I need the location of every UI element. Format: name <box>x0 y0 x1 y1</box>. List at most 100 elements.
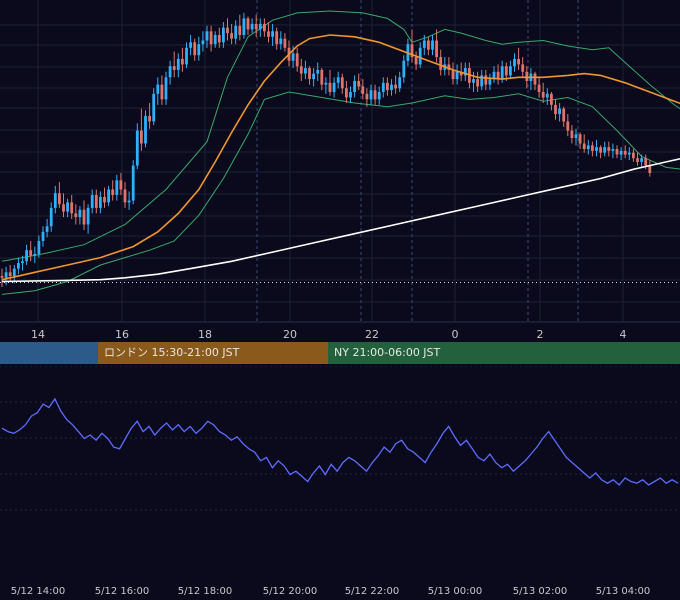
candlestick-series <box>0 12 652 288</box>
candle <box>111 180 115 201</box>
candle <box>439 49 443 76</box>
candle <box>455 64 459 85</box>
candle <box>381 77 385 98</box>
candle <box>242 12 246 39</box>
candle <box>279 31 283 50</box>
oscillator-x-tick-label: 5/13 02:00 <box>513 586 567 597</box>
candle <box>545 88 549 105</box>
candle <box>213 31 217 48</box>
candle <box>144 110 147 148</box>
candle <box>365 88 369 107</box>
candle <box>131 160 135 205</box>
candle <box>295 47 299 72</box>
candle <box>189 34 192 56</box>
candle <box>541 82 545 104</box>
candle <box>160 75 164 105</box>
candle <box>427 36 430 56</box>
candle <box>369 84 373 105</box>
candle <box>517 47 520 70</box>
candle <box>537 77 541 98</box>
candle <box>586 139 590 155</box>
candle <box>107 185 110 207</box>
oscillator-x-tick-label: 5/13 00:00 <box>428 586 482 597</box>
candle <box>82 200 86 230</box>
candle <box>86 204 90 234</box>
candle <box>632 149 635 162</box>
candle <box>205 25 209 48</box>
candle <box>135 123 139 170</box>
candle <box>156 77 160 105</box>
oscillator-line <box>1 397 679 486</box>
candle <box>484 69 488 91</box>
ma-fast-line <box>1 34 680 281</box>
oscillator-x-tick-label: 5/12 18:00 <box>178 586 232 597</box>
candle <box>595 139 598 157</box>
candle <box>332 77 336 98</box>
candle <box>4 266 8 286</box>
candle <box>66 198 69 218</box>
candle <box>99 191 102 214</box>
oscillator-x-axis: 5/12 14:00 5/12 16:00 5/12 18:00 5/12 20:00… <box>11 586 650 597</box>
candle <box>578 132 582 150</box>
candle <box>320 68 324 91</box>
candle <box>509 60 512 80</box>
candle <box>357 73 361 91</box>
candle <box>611 143 615 159</box>
candle <box>316 62 320 81</box>
price-x-tick-label: 18 <box>198 328 212 341</box>
candle <box>324 77 328 94</box>
candle <box>640 154 643 168</box>
candle <box>398 71 402 92</box>
candle <box>275 27 279 50</box>
candle <box>394 75 397 94</box>
candle <box>328 69 332 96</box>
candle <box>304 60 307 80</box>
candle <box>308 66 311 85</box>
moving-averages <box>1 34 680 283</box>
candle <box>217 27 221 48</box>
candle <box>0 268 4 288</box>
candle <box>267 22 270 43</box>
candle <box>25 244 28 265</box>
candle <box>258 18 262 37</box>
candle <box>562 106 566 127</box>
candle <box>472 71 475 92</box>
session-ny-label: NY 21:00-06:00 JST <box>334 346 441 359</box>
price-x-tick-label: 4 <box>620 328 627 341</box>
oscillator-grid <box>0 366 680 511</box>
candle <box>533 71 537 91</box>
candle <box>361 79 365 100</box>
candle <box>226 18 229 41</box>
candle <box>566 114 570 137</box>
candle <box>164 71 168 105</box>
price-x-tick-label: 20 <box>283 328 297 341</box>
oscillator-chart[interactable]: 5/12 14:00 5/12 16:00 5/12 18:00 5/12 20:00… <box>0 366 680 600</box>
candle <box>115 174 119 201</box>
candle <box>140 108 143 151</box>
candle <box>345 80 348 104</box>
candle <box>463 62 467 81</box>
candle <box>402 55 406 83</box>
price-x-tick-label: 16 <box>115 328 129 341</box>
oscillator-x-tick-label: 5/12 20:00 <box>263 586 317 597</box>
price-x-tick-label: 14 <box>31 328 45 341</box>
candle <box>103 187 106 208</box>
candle <box>422 34 426 56</box>
candle <box>234 20 238 45</box>
candle <box>148 103 151 129</box>
candle <box>648 160 652 177</box>
candle <box>353 75 356 98</box>
candle <box>176 53 180 78</box>
candle <box>172 51 176 78</box>
candle <box>41 226 45 247</box>
price-chart[interactable]: 14 16 18 20 22 0 2 4 <box>0 0 680 342</box>
candle <box>603 141 607 157</box>
candle <box>636 152 639 166</box>
candle <box>349 86 352 104</box>
candle <box>582 134 586 153</box>
candle <box>193 38 197 61</box>
candle <box>496 64 500 85</box>
candle <box>17 257 20 275</box>
candle <box>435 29 438 63</box>
session-bar: ロンドン 15:30-21:00 JST NY 21:00-06:00 JST <box>0 342 680 364</box>
